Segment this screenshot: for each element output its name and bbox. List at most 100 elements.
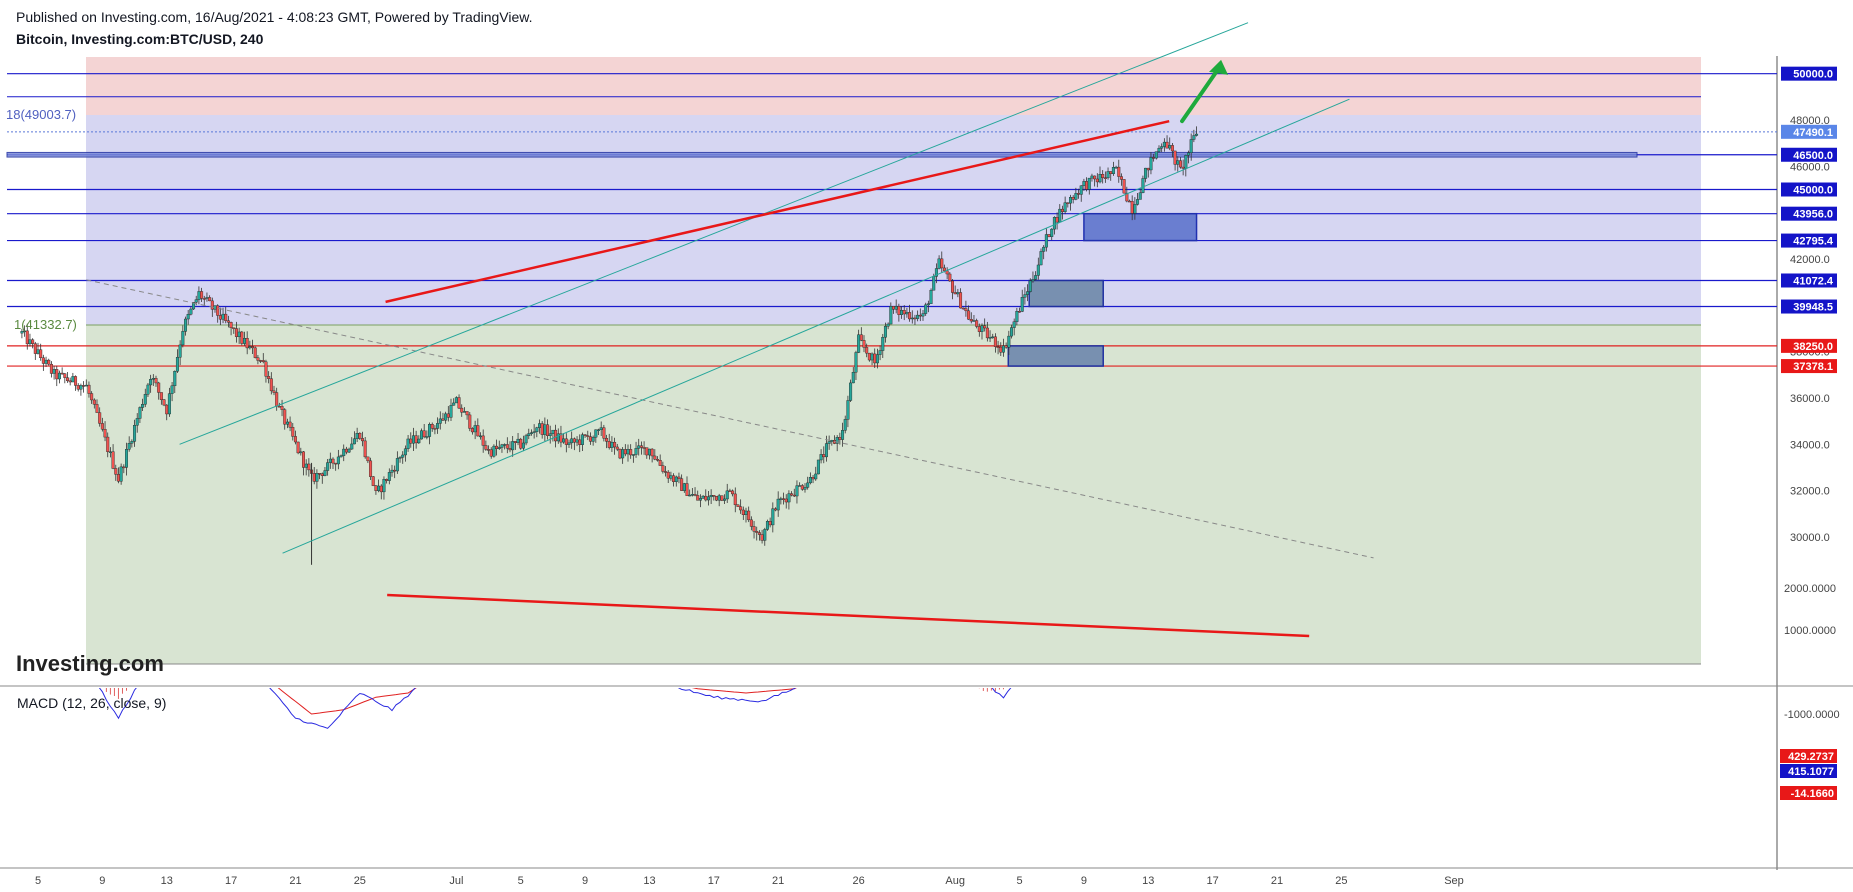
candle-body (82, 385, 86, 387)
candle-body (1074, 193, 1078, 200)
candle-body (468, 414, 472, 429)
resistance-band (6, 151, 1638, 158)
x-tick-label: 9 (1081, 875, 1087, 887)
macd-divergence-line (387, 593, 1310, 638)
candle-body (559, 433, 563, 443)
candle-body (827, 441, 831, 444)
candle-body (656, 459, 660, 461)
price-label-bg (1781, 182, 1837, 197)
candle-body (63, 373, 67, 378)
candle-body (1170, 145, 1174, 152)
macd-title: MACD (12, 26, close, 9) (17, 695, 166, 711)
candle-body (790, 493, 794, 496)
candle-body (497, 447, 501, 449)
price-label-bg (1781, 299, 1837, 314)
candle-body (371, 476, 375, 486)
candle-body (623, 449, 627, 455)
candle-body (1136, 199, 1140, 205)
x-tick-label: 25 (1335, 875, 1347, 887)
candle-body (336, 456, 340, 465)
candle-body (948, 273, 952, 282)
candle-body (342, 448, 346, 456)
candle-body (1036, 264, 1040, 276)
candle-body (940, 258, 944, 269)
candle-body (318, 473, 322, 475)
candle-body (795, 485, 799, 497)
candle-body (149, 379, 153, 386)
candle-body (57, 372, 61, 380)
candle-body (55, 369, 59, 380)
candle-body (165, 404, 169, 415)
candle-body (315, 473, 319, 482)
candle-body (800, 485, 804, 490)
candle-body (277, 406, 281, 408)
candle-body (1023, 294, 1027, 298)
candle-body (1001, 345, 1005, 353)
candle-body (481, 435, 485, 446)
candle-body (575, 439, 579, 443)
candle-body (1068, 197, 1072, 204)
candle-body (1125, 192, 1129, 202)
candle-body (824, 443, 828, 458)
macd-line (98, 688, 1012, 729)
candle-body (1079, 185, 1083, 195)
candle-body (465, 411, 469, 416)
candle-body (1028, 280, 1032, 292)
candle-body (956, 292, 960, 295)
x-tick-label: 13 (1142, 875, 1154, 887)
candle-body (851, 372, 855, 384)
candle-body (897, 306, 901, 315)
candle-body (932, 276, 936, 291)
candle-body (749, 519, 753, 527)
candle-body (787, 493, 791, 503)
candle-body (186, 314, 190, 320)
candle-body (1111, 167, 1115, 174)
candle-body (87, 384, 91, 394)
candle-body (33, 343, 37, 354)
candle-body (554, 429, 558, 442)
candle-body (237, 331, 241, 337)
candle-body (167, 393, 171, 415)
x-tick-label: 17 (225, 875, 237, 887)
candle-body (119, 466, 123, 482)
candle-body (1095, 178, 1099, 183)
candle-body (588, 436, 592, 442)
candle-body (208, 297, 212, 302)
candle-body (264, 361, 268, 377)
candle-body (776, 498, 780, 511)
candle-body (1044, 234, 1048, 248)
price-label-bg (1781, 124, 1837, 139)
candle-body (1101, 174, 1105, 178)
candle-body (84, 384, 88, 387)
candle-body (379, 485, 383, 493)
candle-body (540, 423, 544, 435)
candle-body (610, 441, 614, 448)
candle-body (953, 292, 957, 295)
candle-body (417, 438, 421, 444)
candle-body (562, 438, 566, 443)
candle-body (1122, 179, 1126, 194)
candle-body (1015, 311, 1019, 322)
candle-body (226, 320, 230, 323)
candle-body (68, 380, 72, 383)
candle-body (267, 376, 271, 379)
candle-body (543, 424, 547, 435)
candle-body (1055, 217, 1059, 223)
candle-body (918, 314, 922, 317)
candle-body (677, 476, 681, 479)
candle-body (709, 495, 713, 498)
candle-body (409, 438, 413, 444)
candle-body (133, 425, 137, 442)
candle-body (374, 485, 378, 491)
candle-body (991, 336, 995, 339)
candle-body (495, 445, 499, 449)
candle-body (945, 270, 949, 275)
candle-body (339, 455, 343, 458)
candle-body (1165, 141, 1169, 149)
candle-body (913, 317, 917, 320)
investing-watermark: Investing.com (16, 651, 164, 676)
x-tick-label: Sep (1444, 875, 1464, 887)
candle-body (1010, 327, 1014, 337)
candle-body (822, 454, 826, 458)
